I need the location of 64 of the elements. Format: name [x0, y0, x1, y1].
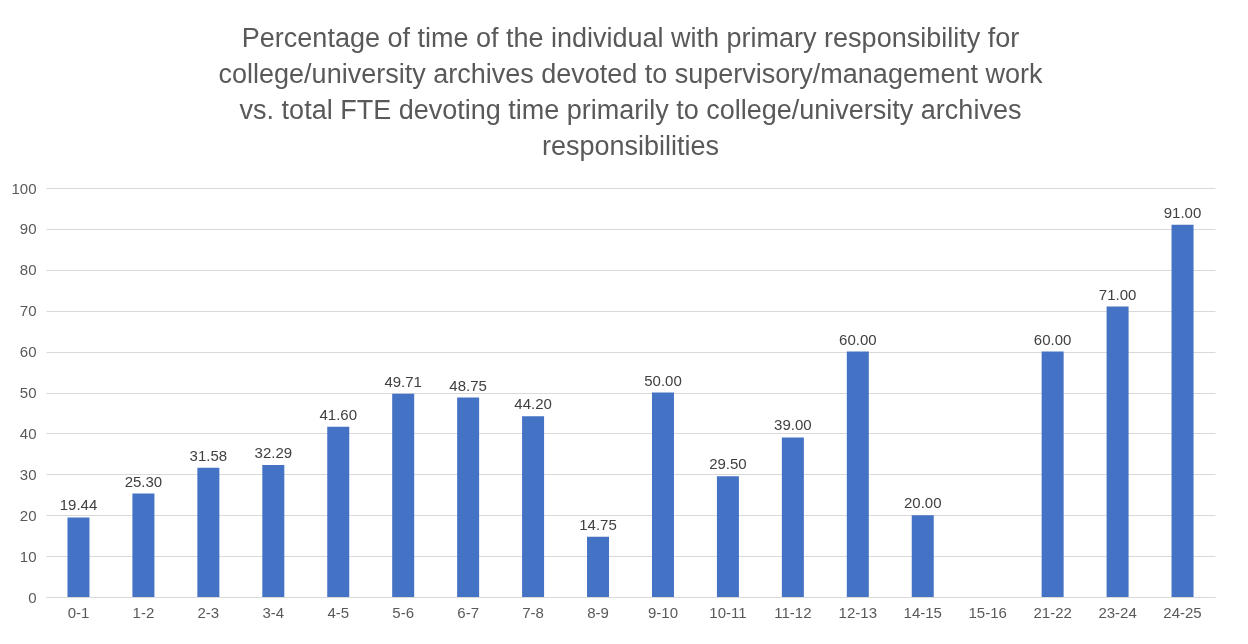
data-label: 60.00	[839, 330, 877, 348]
y-tick-label: 50	[19, 384, 37, 401]
data-label: 39.00	[774, 416, 812, 434]
data-label: 44.20	[514, 395, 552, 413]
x-tick-label: 15-16	[968, 603, 1007, 621]
y-tick-label: 70	[19, 302, 37, 320]
data-label: 19.44	[59, 496, 98, 514]
bar	[132, 493, 155, 597]
x-tick-label: 23-24	[1098, 603, 1137, 621]
data-label: 31.58	[189, 446, 228, 464]
bar	[781, 437, 804, 597]
bar	[392, 393, 415, 597]
x-tick-label: 8-9	[587, 603, 609, 621]
bar	[522, 416, 545, 597]
y-tick-label: 20	[19, 506, 37, 524]
x-tick-label: 12-13	[838, 603, 877, 621]
chart-title: Percentage of time of the individual with primary responsibility for college/university archives devoted to supervisory/management work vs. total FTE devoting time primarily to college/university archives responsibilities	[218, 23, 1043, 161]
bar	[1106, 306, 1129, 597]
bar	[197, 467, 220, 597]
y-tick-label: 30	[19, 465, 37, 483]
data-label: 91.00	[1163, 203, 1202, 221]
y-tick-label: 40	[19, 424, 37, 442]
x-tick-label: 10-11	[709, 603, 747, 621]
x-tick-label: 14-15	[903, 603, 942, 621]
data-label: 71.00	[1098, 285, 1137, 303]
x-tick-label: 21-22	[1033, 603, 1072, 621]
x-tick-label: 4-5	[327, 603, 350, 621]
data-label: 50.00	[644, 371, 682, 389]
data-label: 32.29	[254, 443, 293, 461]
x-tick-label: 3-4	[262, 603, 285, 621]
bar	[327, 426, 350, 597]
bar	[911, 515, 934, 597]
x-tick-label: 1-2	[132, 603, 155, 621]
bar	[1041, 351, 1064, 597]
data-label: 14.75	[579, 515, 617, 533]
bar	[587, 536, 610, 597]
x-tick-label: 9-10	[647, 603, 678, 621]
y-tick-label: 0	[28, 588, 37, 606]
y-tick-label: 100	[11, 179, 37, 197]
x-tick-label: 2-3	[197, 603, 220, 621]
bar	[457, 397, 480, 597]
data-label: 60.00	[1033, 330, 1072, 348]
x-tick-label: 11-12	[774, 603, 812, 621]
y-tick-label: 10	[19, 547, 37, 565]
y-tick-label: 80	[19, 261, 37, 279]
bar	[651, 392, 674, 597]
bar	[262, 464, 285, 597]
data-label: 25.30	[124, 472, 163, 490]
bar	[716, 476, 739, 597]
x-tick-label: 6-7	[457, 603, 479, 621]
bar	[67, 517, 90, 597]
x-tick-label: 7-8	[522, 603, 544, 621]
x-tick-label: 5-6	[392, 603, 415, 621]
data-label: 48.75	[449, 376, 487, 394]
bar	[1171, 224, 1194, 597]
y-tick-label: 90	[19, 220, 37, 238]
data-label: 20.00	[903, 494, 942, 512]
bar	[846, 351, 869, 597]
data-label: 41.60	[319, 405, 358, 423]
x-tick-label: 0-1	[67, 603, 90, 621]
data-label: 29.50	[709, 455, 747, 473]
y-tick-label: 60	[19, 343, 37, 361]
x-tick-label: 24-25	[1163, 603, 1202, 621]
data-label: 49.71	[384, 372, 422, 390]
